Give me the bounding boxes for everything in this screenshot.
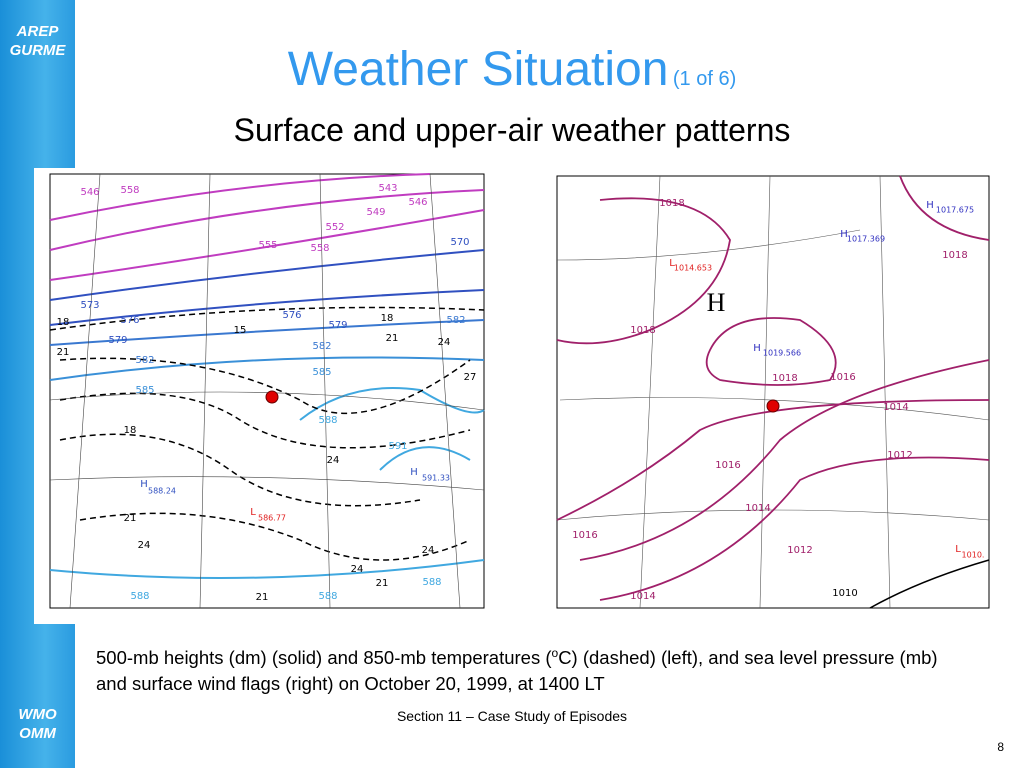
- maps: 546 558 543 549 546 552 555 558 570 573 576 576 579 5…: [49, 173, 990, 609]
- map-label: 588.24: [148, 487, 176, 496]
- map-label: 546: [80, 187, 99, 198]
- map-label: 579: [328, 320, 347, 331]
- map-label: 1016: [572, 530, 597, 541]
- map-label: 1012: [787, 545, 812, 556]
- page-number: 8: [997, 740, 1004, 754]
- caption: 500-mb heights (dm) (solid) and 850-mb t…: [96, 640, 956, 697]
- map-label: 588: [318, 415, 337, 426]
- map-label: 576: [120, 315, 139, 326]
- map-label: 1017.369: [847, 235, 885, 244]
- map-label: 555: [258, 240, 277, 251]
- map-label: 570: [450, 237, 469, 248]
- map-label: 1010.: [962, 551, 985, 560]
- subtitle: Surface and upper-air weather patterns: [233, 112, 791, 148]
- map-label: 579: [108, 335, 127, 346]
- map-label: H: [410, 467, 418, 478]
- map-label: 582: [312, 341, 331, 352]
- map-label: L: [250, 507, 256, 518]
- map-label: 588: [130, 591, 149, 602]
- left-map: [49, 173, 485, 609]
- map-label: 1010: [832, 588, 857, 599]
- map-label: 21: [376, 578, 389, 589]
- map-label: H: [926, 200, 934, 211]
- map-label: 24: [422, 545, 435, 556]
- map-label: 1014: [745, 503, 770, 514]
- map-label: 24: [327, 455, 340, 466]
- title-note: (1 of 6): [672, 68, 737, 90]
- caption-sup: o: [551, 646, 559, 660]
- map-label: 586.77: [258, 514, 286, 523]
- map-label: 588: [318, 591, 337, 602]
- map-label: 576: [282, 310, 301, 321]
- map-label: 18: [381, 313, 394, 324]
- map-label: 585: [135, 385, 154, 396]
- map-label: 21: [57, 347, 70, 358]
- map-label: 558: [120, 185, 139, 196]
- map-label: 1012: [887, 450, 912, 461]
- logo-text: GURME: [9, 42, 66, 59]
- map-label: 582: [446, 315, 465, 326]
- map-label: 1019.566: [763, 349, 801, 358]
- map-label: 585: [312, 367, 331, 378]
- map-label: 1014: [883, 402, 908, 413]
- map-label: H: [753, 343, 761, 354]
- map-label: L: [955, 544, 961, 555]
- map-label: 549: [366, 207, 385, 218]
- map-label: 543: [378, 183, 397, 194]
- map-label: 1016: [715, 460, 740, 471]
- map-label: 21: [386, 333, 399, 344]
- map-label: H: [140, 479, 148, 490]
- map-label: 588: [422, 577, 441, 588]
- map-label: 1018: [772, 373, 797, 384]
- right-map: [556, 175, 990, 609]
- logo-text: OMM: [19, 725, 56, 742]
- map-label: H: [840, 229, 848, 240]
- map-label: L: [669, 258, 675, 269]
- title: Weather Situation (1 of 6): [0, 42, 1024, 97]
- map-label: 24: [138, 540, 151, 551]
- map-label: 1018: [659, 198, 684, 209]
- map-label: 24: [351, 564, 364, 575]
- map-label: 591.33: [422, 474, 450, 483]
- map-label: 1016: [830, 372, 855, 383]
- map-label: 1014: [630, 591, 655, 602]
- map-label: 546: [408, 197, 427, 208]
- map-label: 18: [57, 317, 70, 328]
- title-text: Weather Situation: [287, 43, 669, 96]
- map-label: H: [707, 288, 726, 317]
- logo-text: WMO: [18, 706, 57, 723]
- map-label: 591: [388, 441, 407, 452]
- map-label: 21: [124, 513, 137, 524]
- map-label: 1018: [630, 325, 655, 336]
- caption-text: C) (dashed) (left), and sea level pressu…: [96, 647, 938, 695]
- map-label: 552: [325, 222, 344, 233]
- map-label: 24: [438, 337, 451, 348]
- footer: Section 11 – Case Study of Episodes: [396, 708, 628, 724]
- map-label: 1014.653: [674, 264, 712, 273]
- map-label: 558: [310, 243, 329, 254]
- map-label: 27: [464, 372, 477, 383]
- caption-text: 500-mb heights (dm) (solid) and 850-mb t…: [96, 647, 552, 669]
- map-label: 1017.675: [936, 206, 974, 215]
- map-label: 21: [256, 592, 269, 603]
- map-label: 15: [234, 325, 247, 336]
- map-label: 18: [124, 425, 137, 436]
- map-label: 573: [80, 300, 99, 311]
- map-label: 582: [135, 355, 154, 366]
- logo-text: AREP: [16, 23, 59, 40]
- map-label: 1018: [942, 250, 967, 261]
